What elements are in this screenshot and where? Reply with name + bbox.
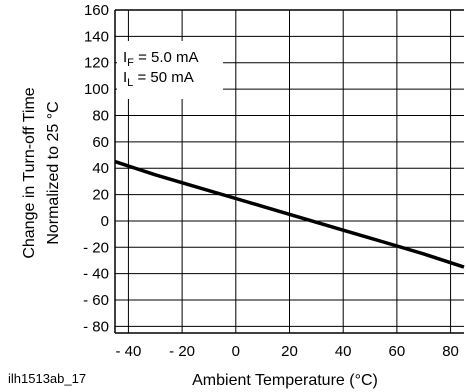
annotation-line-1: IF = 5.0 mA — [123, 49, 199, 69]
y-axis-label-line-2: Normalized to 25 °C — [45, 101, 62, 244]
y-tick-label: - 20 — [83, 239, 109, 256]
y-tick-label: 100 — [84, 81, 109, 98]
annotation-line-2: IL = 50 mA — [123, 69, 194, 89]
x-tick-label: - 40 — [115, 343, 141, 360]
y-tick-label: 120 — [84, 55, 109, 72]
y-tick-label: - 60 — [83, 292, 109, 309]
x-tick-labels: - 40 - 20 0 20 40 60 80 — [115, 343, 458, 360]
y-tick-label: 20 — [92, 187, 109, 204]
y-tick-label: 140 — [84, 28, 109, 45]
y-axis-label-line-1: Change in Turn-off Time — [21, 87, 38, 258]
annotation-box — [117, 41, 223, 99]
y-tick-label: 0 — [101, 213, 109, 230]
plot-frame — [114, 9, 464, 334]
x-tick-label: 0 — [232, 343, 240, 360]
figure-id: ilh1513ab_17 — [8, 371, 86, 386]
grid-layer — [115, 9, 464, 333]
x-tick-label: 40 — [335, 343, 352, 360]
y-tick-label: 40 — [92, 160, 109, 177]
x-tick-label: 20 — [281, 343, 298, 360]
x-axis-label: Ambient Temperature (°C) — [192, 372, 378, 389]
series-line — [114, 159, 465, 269]
y-tick-label: - 80 — [83, 318, 109, 335]
x-tick-label: 60 — [389, 343, 406, 360]
series-layer — [114, 159, 465, 269]
y-tick-label: 160 — [84, 2, 109, 19]
y-tick-label: 80 — [92, 107, 109, 124]
y-tick-label: - 40 — [83, 266, 109, 283]
x-tick-label: 80 — [442, 343, 459, 360]
y-tick-label: 60 — [92, 134, 109, 151]
y-tick-labels: 160 140 120 100 80 60 40 20 0 - 20 - 40 - 60 - 80 — [83, 2, 109, 335]
x-tick-label: - 20 — [169, 343, 195, 360]
